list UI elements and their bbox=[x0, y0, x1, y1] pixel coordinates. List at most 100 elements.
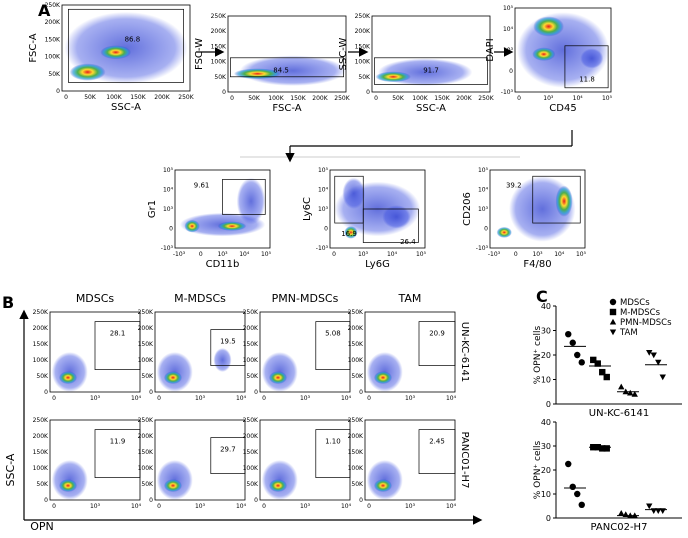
x-axis-label: OPN bbox=[30, 520, 54, 533]
y-tick-label: 250K bbox=[355, 13, 371, 20]
y-tick-label: 10 bbox=[541, 376, 551, 385]
row-label: PANC01-H7 bbox=[459, 432, 470, 489]
y-tick-label: 0 bbox=[324, 226, 328, 233]
y-tick-label: 200K bbox=[243, 325, 259, 332]
x-tick-label: 10³ bbox=[300, 503, 311, 510]
x-tick-label: 10⁵ bbox=[416, 251, 427, 258]
gate-value: 11.8 bbox=[579, 75, 595, 83]
y-tick-label: -10³ bbox=[161, 245, 174, 252]
x-tick-label: 10³ bbox=[405, 503, 416, 510]
x-tick-label: 10⁴ bbox=[387, 251, 398, 258]
x-tick-label: 0 bbox=[374, 95, 378, 102]
y-tick-label: 0 bbox=[254, 389, 258, 396]
y-axis-label: % OPN⁺ cells bbox=[533, 325, 543, 384]
dot bbox=[569, 483, 576, 490]
x-axis-label: Ly6G bbox=[365, 259, 390, 270]
y-tick-label: 100K bbox=[243, 465, 259, 472]
legend-label: MDSCs bbox=[620, 298, 650, 308]
x-tick-label: -10³ bbox=[488, 251, 501, 258]
y-tick-label: 150K bbox=[348, 341, 364, 348]
y-tick-label: 200K bbox=[138, 325, 154, 332]
arrows bbox=[19, 47, 573, 525]
x-axis-label: SSC-A bbox=[416, 103, 446, 114]
x-axis-label: SSC-A bbox=[111, 102, 141, 113]
y-tick-label: 250K bbox=[33, 417, 49, 424]
x-tick-label: 10³ bbox=[195, 395, 206, 402]
y-tick-label: 0 bbox=[546, 514, 551, 523]
gate bbox=[315, 321, 351, 370]
dot bbox=[574, 490, 581, 498]
gate-value: 11.9 bbox=[110, 438, 126, 446]
x-tick-label: 10³ bbox=[300, 395, 311, 402]
y-tick-label: 200K bbox=[243, 433, 259, 440]
density bbox=[69, 63, 106, 81]
x-tick-label: 10⁴ bbox=[239, 251, 250, 258]
y-tick-label: 40 bbox=[541, 418, 551, 427]
y-tick-label: 150K bbox=[355, 43, 371, 50]
y-tick-label: 250K bbox=[45, 2, 61, 9]
x-tick-label: 250K bbox=[178, 94, 194, 101]
gate-value: 29.7 bbox=[220, 446, 236, 454]
dot bbox=[631, 391, 638, 397]
y-tick-label: 50K bbox=[246, 481, 259, 488]
y-tick-label: 0 bbox=[484, 226, 488, 233]
y-tick-label: 10⁴ bbox=[163, 187, 174, 194]
x-tick-label: 50K bbox=[248, 95, 261, 102]
gate bbox=[362, 208, 419, 243]
density bbox=[164, 371, 182, 384]
y-tick-label: 0 bbox=[149, 497, 153, 504]
y-tick-label: 100K bbox=[211, 59, 227, 66]
y-tick-label: 10⁵ bbox=[503, 5, 514, 12]
dot bbox=[646, 503, 653, 510]
y-tick-label: 150K bbox=[243, 341, 259, 348]
y-axis-label: FSC-A bbox=[28, 33, 39, 62]
dot bbox=[569, 339, 576, 346]
y-axis-label: DAPI bbox=[485, 38, 496, 61]
x-tick-label: 0 bbox=[157, 503, 161, 510]
dot bbox=[609, 298, 617, 306]
y-axis-label: SSC-A bbox=[4, 453, 17, 486]
dot bbox=[618, 383, 625, 390]
gate-value: 28.1 bbox=[110, 330, 126, 338]
y-tick-label: 0 bbox=[44, 497, 48, 504]
x-tick-label: 10⁴ bbox=[236, 395, 247, 402]
gate-value: 19.5 bbox=[220, 338, 236, 346]
y-tick-label: 250K bbox=[243, 309, 259, 316]
gate bbox=[315, 429, 351, 478]
y-tick-label: 10⁵ bbox=[163, 167, 174, 174]
x-tick-label: 0 bbox=[157, 395, 161, 402]
gate bbox=[334, 175, 364, 224]
gate bbox=[68, 8, 184, 83]
dot bbox=[603, 373, 610, 381]
density bbox=[342, 177, 366, 209]
density bbox=[59, 479, 77, 492]
density bbox=[382, 205, 411, 229]
dot bbox=[650, 352, 657, 359]
column-title: M-MDSCs bbox=[174, 292, 226, 305]
density bbox=[269, 371, 287, 384]
y-tick-label: 50K bbox=[246, 373, 259, 380]
y-tick-label: -10³ bbox=[476, 245, 489, 252]
dot bbox=[627, 389, 634, 396]
y-tick-label: 10⁴ bbox=[478, 187, 489, 194]
y-tick-label: 250K bbox=[348, 417, 364, 424]
y-tick-label: 100K bbox=[243, 357, 259, 364]
density bbox=[164, 479, 182, 492]
x-axis-label: F4/80 bbox=[523, 259, 551, 270]
x-tick-label: 10⁴ bbox=[131, 503, 142, 510]
dot bbox=[578, 359, 585, 366]
x-axis-label: CD11b bbox=[206, 259, 240, 270]
y-tick-label: 10³ bbox=[318, 206, 329, 213]
legend-label: M-MDSCs bbox=[620, 308, 661, 318]
dot bbox=[590, 356, 597, 364]
y-tick-label: 0 bbox=[44, 389, 48, 396]
y-tick-label: 20 bbox=[541, 466, 551, 475]
gate bbox=[210, 329, 246, 366]
x-tick-label: 10⁵ bbox=[602, 95, 613, 102]
y-tick-label: 200K bbox=[45, 19, 61, 26]
y-tick-label: 200K bbox=[355, 28, 371, 35]
gate-value: 20.9 bbox=[429, 330, 445, 338]
column-title: MDSCs bbox=[76, 292, 115, 305]
x-tick-label: 10⁴ bbox=[341, 395, 352, 402]
